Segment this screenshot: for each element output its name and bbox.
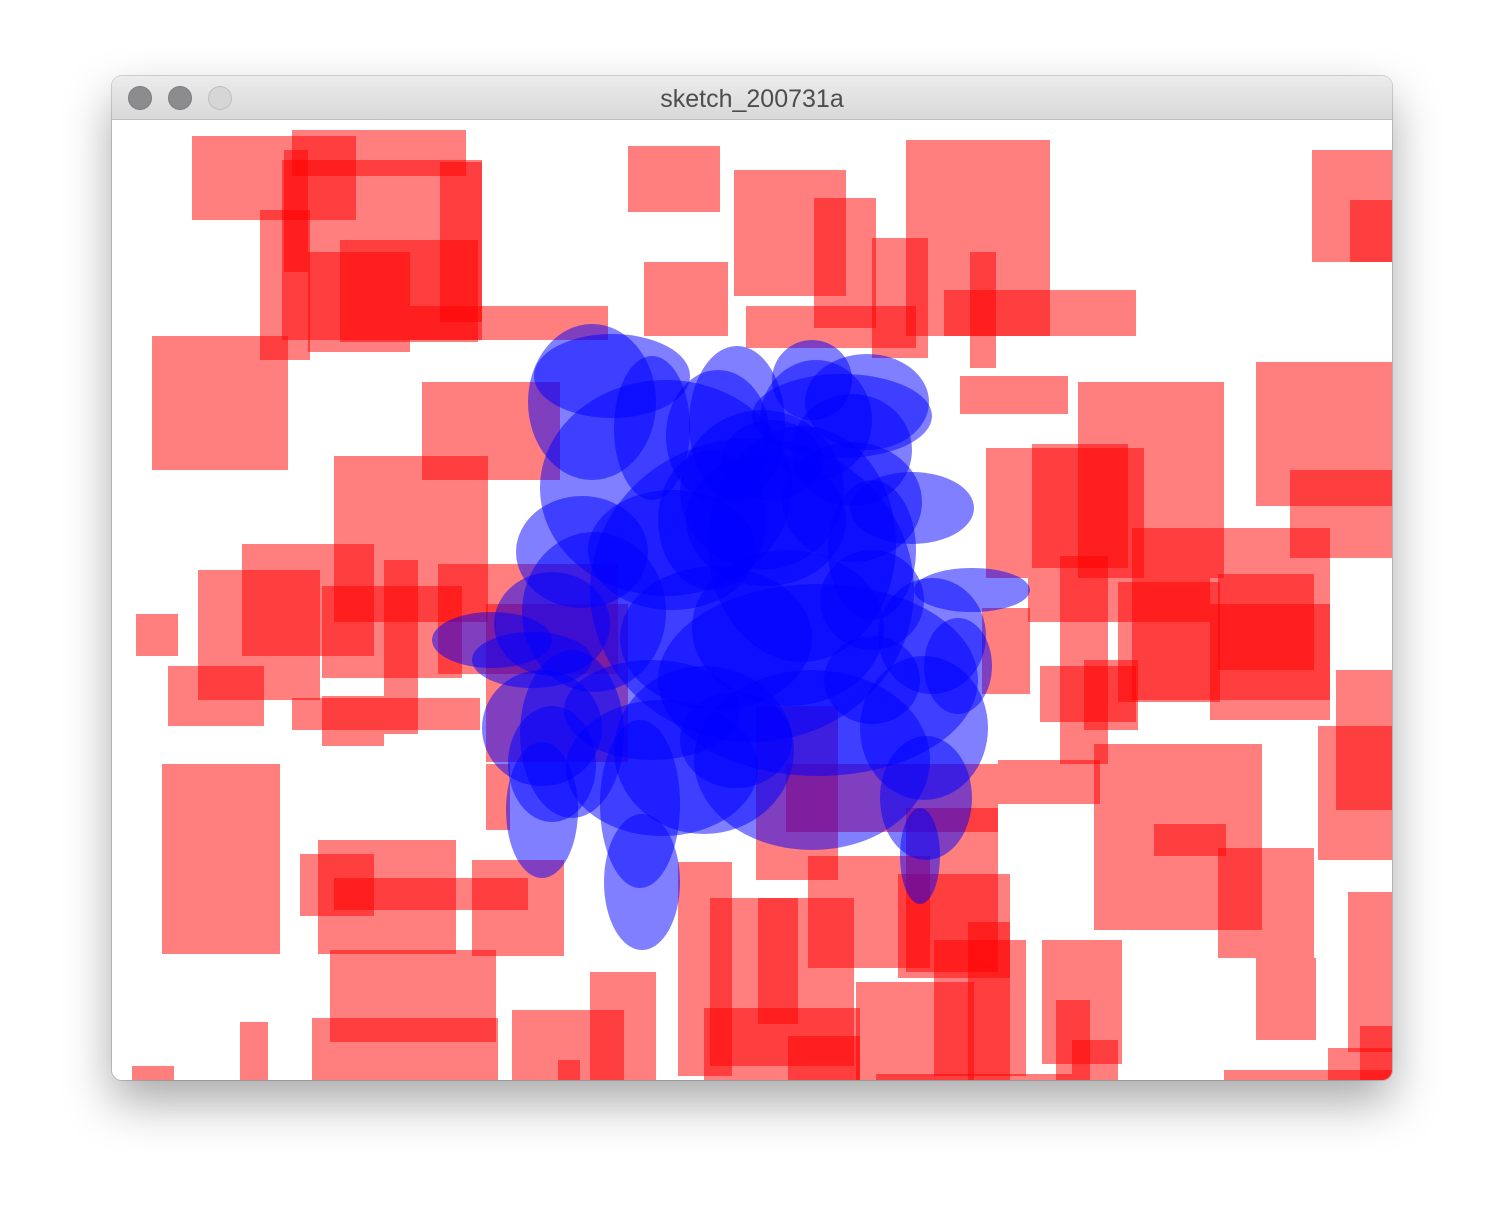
red-rect-44 xyxy=(970,252,996,368)
red-rect-60 xyxy=(1040,666,1136,722)
red-rect-21 xyxy=(384,560,418,734)
red-rect-45 xyxy=(960,376,1068,414)
blue-ellipse-45 xyxy=(792,394,912,506)
red-rect-35 xyxy=(132,1066,174,1080)
red-rect-65 xyxy=(1218,848,1314,958)
red-rect-33 xyxy=(558,1060,580,1080)
red-rect-85 xyxy=(788,1036,860,1080)
blue-ellipses xyxy=(432,324,1030,950)
blue-ellipse-18 xyxy=(900,808,940,904)
sketch-canvas[interactable] xyxy=(112,120,1392,1080)
blue-ellipse-47 xyxy=(722,420,822,500)
red-rect-66 xyxy=(1256,958,1316,1040)
red-rect-80 xyxy=(876,1074,1072,1080)
blue-ellipse-46 xyxy=(772,340,852,420)
red-rect-16 xyxy=(136,614,178,656)
blue-ellipse-36 xyxy=(680,692,792,788)
red-rect-34 xyxy=(240,1022,268,1080)
minimize-button[interactable] xyxy=(168,86,192,110)
red-rect-70 xyxy=(1224,1070,1392,1080)
red-rect-56 xyxy=(1210,604,1330,720)
red-rect-24 xyxy=(162,764,280,954)
blue-ellipse-31 xyxy=(604,814,680,950)
red-rect-72 xyxy=(998,760,1100,804)
red-rect-19 xyxy=(322,696,384,746)
blue-ellipse-34 xyxy=(432,612,552,668)
red-rect-89 xyxy=(1072,1040,1118,1080)
close-button[interactable] xyxy=(128,86,152,110)
red-rect-17 xyxy=(168,666,264,726)
red-rect-58 xyxy=(1350,200,1392,262)
red-rect-50 xyxy=(1032,444,1128,568)
red-rect-76 xyxy=(856,982,974,1080)
title-bar[interactable]: sketch_200731a xyxy=(112,76,1392,120)
sketch-window: sketch_200731a xyxy=(112,76,1392,1080)
blue-ellipse-48 xyxy=(828,480,916,620)
window-title: sketch_200731a xyxy=(660,85,844,113)
zoom-button[interactable] xyxy=(208,86,232,110)
red-rect-37 xyxy=(644,262,728,336)
red-rect-64 xyxy=(1154,824,1226,856)
blue-ellipse-39 xyxy=(914,568,1030,612)
red-rect-36 xyxy=(628,146,720,212)
red-rect-32 xyxy=(590,972,656,1080)
red-rect-23 xyxy=(486,764,510,830)
red-rect-8 xyxy=(308,252,410,352)
red-rect-62 xyxy=(1318,726,1392,860)
red-rect-30 xyxy=(312,1018,498,1080)
red-rect-67 xyxy=(1348,892,1392,1052)
red-rect-10 xyxy=(152,336,288,470)
red-rect-83 xyxy=(758,898,798,1024)
